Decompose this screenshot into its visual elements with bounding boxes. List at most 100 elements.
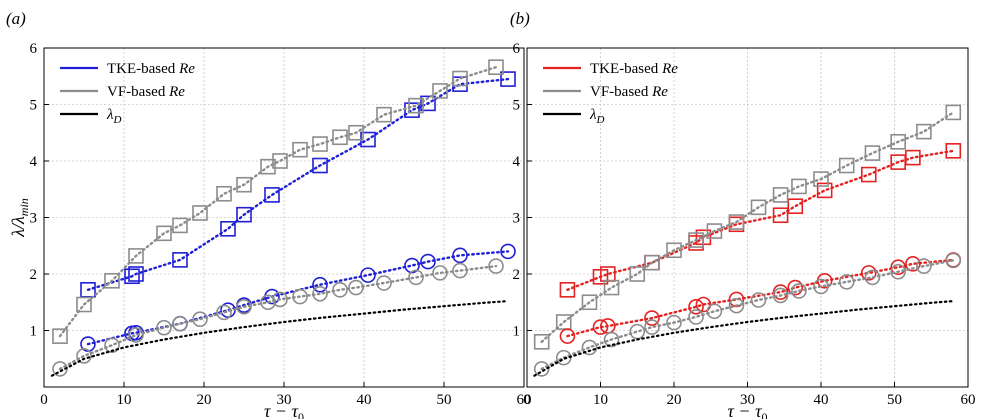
data-point-circle [695, 296, 712, 313]
data-point-circle [292, 288, 308, 305]
data-point-circle [452, 262, 468, 279]
y-tick-label: 6 [30, 41, 38, 57]
series-line [540, 111, 955, 343]
data-point-circle [728, 297, 745, 314]
data-point-circle [581, 339, 598, 356]
x-tick-label: 60 [517, 392, 532, 408]
data-point-circle [216, 304, 232, 321]
data-point-circle [629, 323, 646, 340]
panel-label: (a) [6, 9, 26, 28]
data-point-circle [750, 292, 767, 308]
data-point-square [264, 187, 280, 203]
data-point-circle [360, 267, 376, 283]
data-point-circle [603, 331, 620, 348]
data-point-square [452, 70, 468, 87]
data-point-circle [312, 285, 328, 302]
data-point-square [452, 76, 468, 92]
data-point-circle [272, 291, 288, 308]
data-point-square [629, 266, 646, 282]
x-axis-title: τ − τ0 [727, 401, 767, 419]
x-tick-label: 0 [523, 392, 531, 408]
series-3 [52, 258, 504, 377]
data-point-square [787, 198, 804, 214]
data-point-circle [236, 298, 252, 315]
y-tick-label: 2 [513, 267, 521, 283]
data-point-square [813, 171, 829, 187]
data-point-square [890, 133, 906, 150]
data-point-square [838, 157, 855, 174]
data-point-square [791, 178, 807, 195]
legend: TKE-based Re VF-based Re λD [60, 61, 195, 126]
x-tick-label: 10 [593, 392, 608, 408]
data-point-circle [312, 276, 328, 293]
legend-label: TKE-based Re [107, 61, 195, 77]
data-point-circle [706, 303, 723, 320]
x-axis-title: τ − τ0 [264, 401, 304, 419]
series-2 [559, 252, 962, 344]
data-point-square [220, 221, 236, 237]
data-point-circle [260, 294, 276, 311]
x-tick-label: 20 [667, 392, 682, 408]
data-point-circle [488, 258, 504, 274]
y-tick-label: 6 [513, 41, 521, 57]
data-point-square [728, 214, 745, 230]
series-line [50, 300, 510, 377]
y-tick-label: 5 [30, 98, 38, 114]
data-point-square [52, 328, 68, 344]
data-point-square [192, 205, 208, 221]
data-point-square [236, 176, 252, 193]
x-tick-label: 30 [277, 392, 292, 408]
data-point-square [666, 242, 682, 259]
data-point-square [644, 254, 660, 271]
y-tick-label: 1 [513, 324, 521, 340]
data-point-circle [408, 269, 424, 286]
data-point-circle [376, 275, 392, 291]
data-point-square [581, 294, 598, 311]
data-point-square [236, 206, 252, 223]
data-point-square [348, 124, 364, 141]
data-point-circle [772, 287, 789, 304]
legend-label: λD [106, 107, 122, 126]
series-line [540, 259, 955, 371]
series-line [533, 300, 955, 377]
data-point-circle [864, 269, 881, 286]
data-point-square [124, 268, 140, 285]
data-point-square [500, 71, 516, 87]
data-point-circle [791, 283, 807, 299]
panel-b: 0 10 20 30 40 50 60 1 2 3 4 5 6 (b) τ − τ0 TKE-based Re… [510, 9, 976, 419]
data-point-square [488, 59, 504, 76]
data-point-circle [890, 263, 906, 280]
series-1 [52, 59, 504, 344]
data-point-square [172, 217, 188, 234]
y-tick-label: 2 [30, 267, 38, 283]
data-point-circle [916, 258, 932, 274]
data-point-circle [559, 328, 576, 344]
data-point-circle [104, 337, 120, 353]
legend: TKE-based Re VF-based Re λD [543, 61, 678, 126]
data-point-square [706, 223, 723, 239]
y-tick-label: 3 [513, 211, 521, 227]
y-axis-title: λ/λmin [8, 198, 31, 238]
x-tick-label: 50 [437, 392, 452, 408]
x-tick-label: 10 [117, 392, 132, 408]
data-point-circle [945, 252, 962, 269]
data-point-square [750, 199, 767, 216]
data-point-square [404, 102, 420, 118]
data-point-square [916, 123, 932, 140]
y-tick-label: 1 [30, 324, 38, 340]
data-point-circle [420, 253, 436, 270]
data-point-circle [500, 243, 516, 260]
x-tick-label: 50 [887, 392, 902, 408]
data-point-circle [838, 274, 855, 290]
y-tick-label: 4 [30, 154, 38, 170]
data-point-square [172, 252, 188, 268]
data-point-circle [172, 315, 188, 332]
series-line [58, 264, 498, 371]
series-line [86, 77, 510, 291]
data-point-square [128, 248, 144, 264]
series-1 [533, 104, 962, 350]
series-3 [533, 252, 962, 377]
data-point-circle [156, 319, 172, 336]
